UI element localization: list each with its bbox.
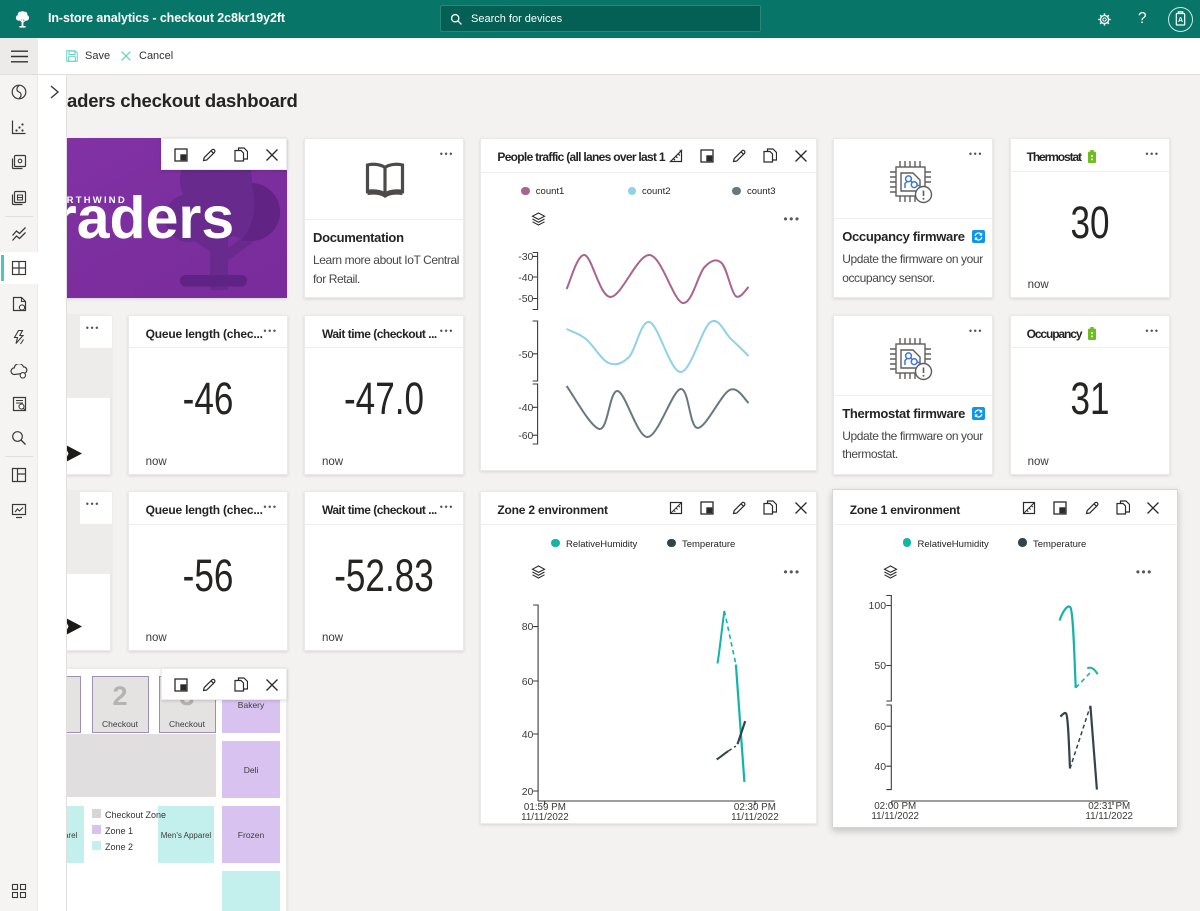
svg-text:A: A bbox=[1178, 17, 1183, 24]
